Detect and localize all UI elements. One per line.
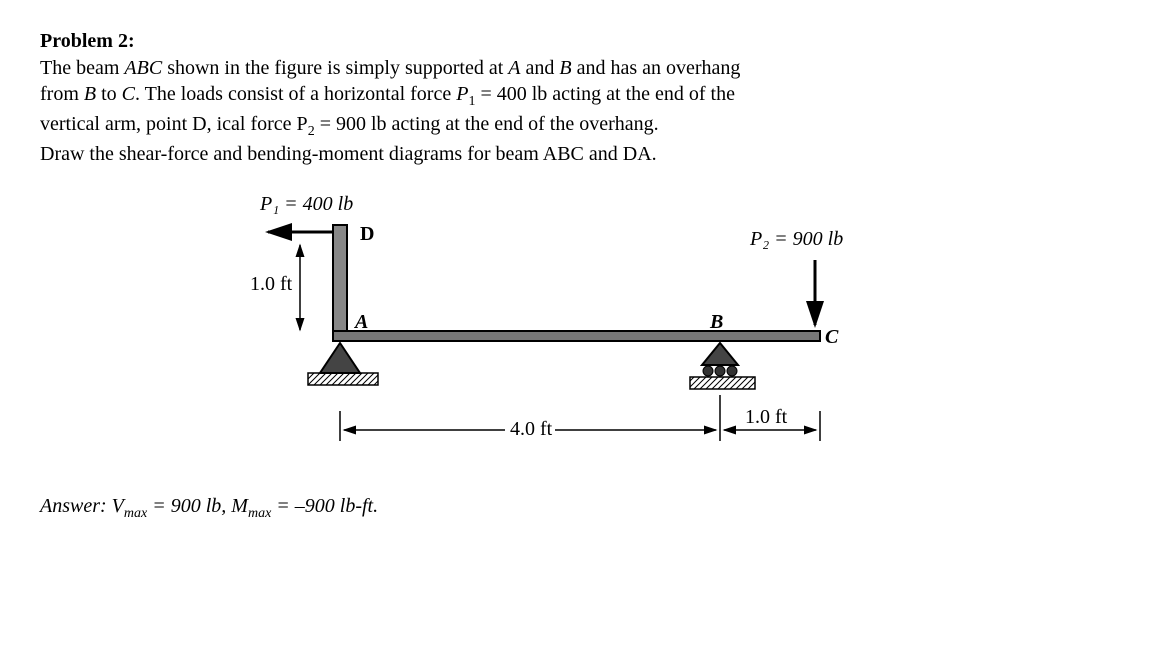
roller-1 [703,366,713,376]
arm-da [333,225,347,335]
t: P [456,83,468,105]
label-b: B [709,311,723,333]
vmax-sym: V [112,495,124,517]
t: C [122,83,135,105]
dim-overhang-label: 1.0 ft [745,406,788,428]
t: B [84,83,96,105]
t: A [508,57,520,79]
t: to [96,83,122,105]
roller-3 [727,366,737,376]
answer-prefix: Answer [40,495,100,517]
t: = 900 lb acting at the end of the overha… [315,113,659,135]
t: and has an overhang [572,57,741,79]
beam-abc [333,331,820,341]
mmax-sym: M [231,495,248,517]
t: : [100,495,112,517]
t: Draw the shear-force and bending-moment … [40,143,657,165]
problem-title: Problem 2: [40,30,1112,53]
dim-span-label: 4.0 ft [510,418,553,440]
t: vertical arm, point D, ical force P [40,113,308,135]
ground-b [690,377,755,389]
pin-support-a [320,343,360,373]
beam-diagram: P₁ = 400 lb D 1.0 ft A B C P₂ = 900 lb 4… [220,185,920,475]
t: B [559,57,571,79]
dim-arm-label: 1.0 ft [250,273,293,295]
label-a: A [353,311,368,333]
t: and [520,57,559,79]
vmax-val: = 900 lb, [147,495,231,517]
label-c: C [825,326,839,348]
ground-a [308,373,378,385]
mmax-sub: max [248,506,271,521]
t: shown in the figure is simply supported … [162,57,508,79]
t: ABC [124,57,162,79]
roller-2 [715,366,725,376]
t: = 400 lb acting at the end of the [475,83,735,105]
mmax-val: = –900 lb-ft. [271,495,378,517]
t: 2 [308,124,315,139]
answer-line: Answer: Vmax = 900 lb, Mmax = –900 lb-ft… [40,495,1112,522]
problem-statement: The beam ABC shown in the figure is simp… [40,55,1112,167]
roller-support-b [702,343,738,365]
vmax-sub: max [124,506,147,521]
p1-label: P₁ = 400 lb [259,193,353,215]
t: . The loads consist of a horizontal forc… [135,83,456,105]
label-d: D [360,223,374,245]
t: from [40,83,84,105]
p2-label: P₂ = 900 lb [749,228,843,250]
t: The beam [40,57,124,79]
